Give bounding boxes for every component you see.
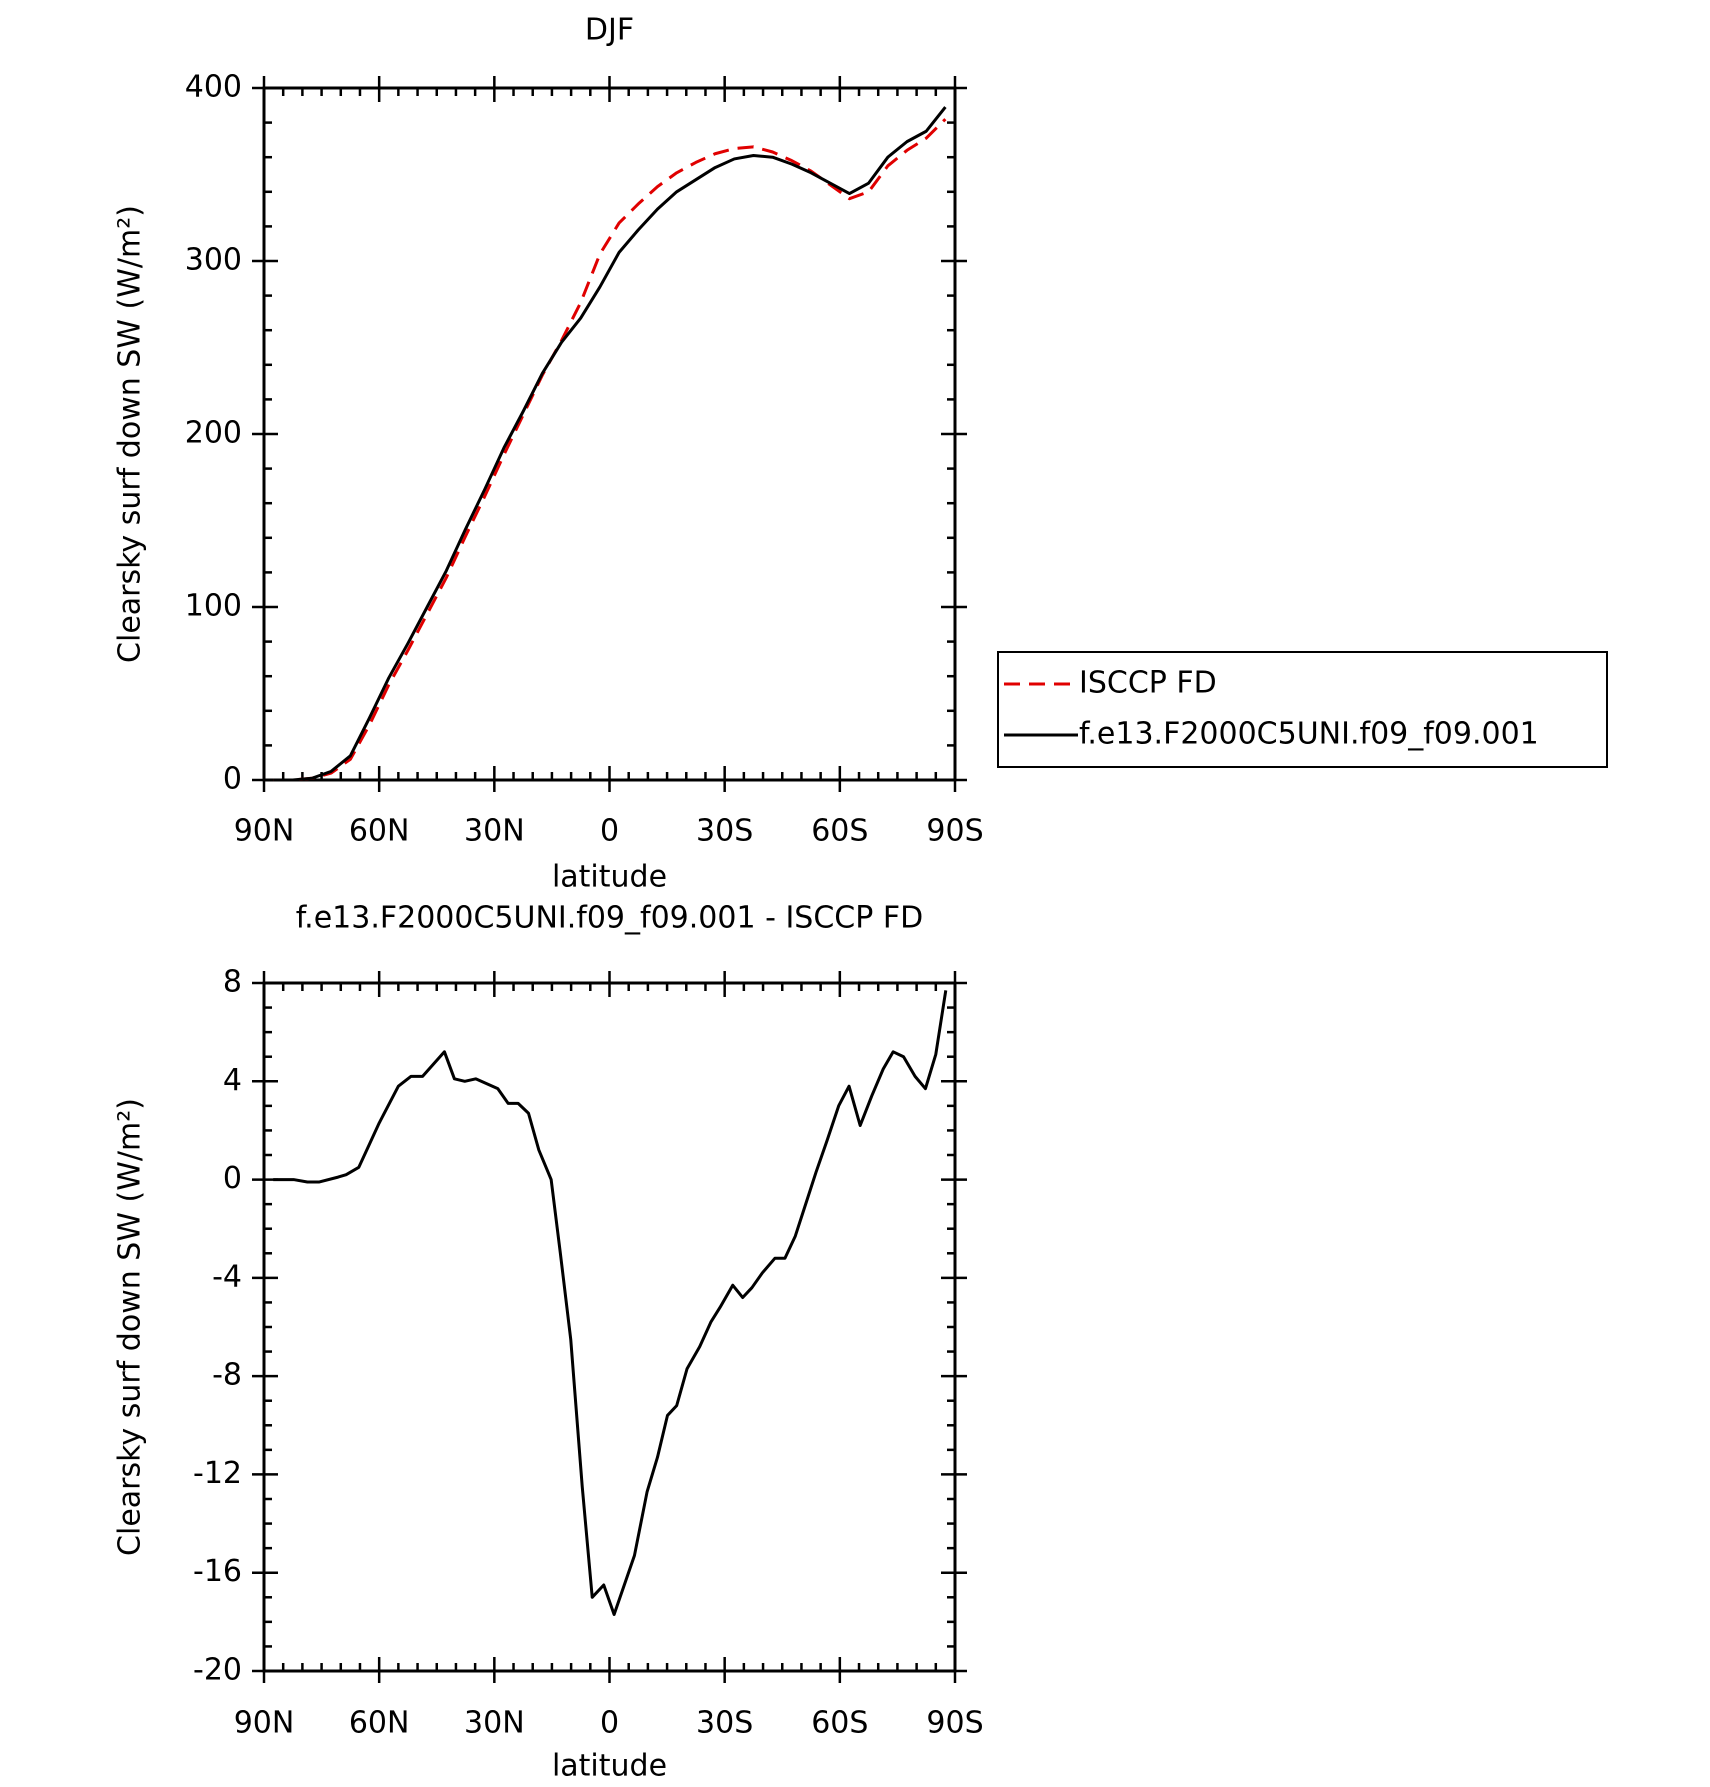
legend-label: f.e13.F2000C5UNI.f09_f09.001 [1079, 717, 1539, 752]
legend-box [997, 651, 1608, 768]
x-tick-label: 90S [926, 814, 983, 849]
x-tick-label: 0 [600, 814, 619, 849]
x-tick-label: 60S [811, 1706, 868, 1741]
x-tick-label: 30S [696, 814, 753, 849]
y-tick-label: 300 [185, 243, 242, 278]
x-axis-label: latitude [552, 1749, 667, 1784]
y-tick-label: -16 [193, 1554, 242, 1589]
series-line [273, 990, 948, 1616]
x-tick-label: 90N [234, 1706, 295, 1741]
y-tick-label: 200 [185, 416, 242, 451]
y-tick-label: 100 [185, 589, 242, 624]
x-tick-label: 90S [926, 1706, 983, 1741]
y-tick-label: -8 [212, 1358, 242, 1393]
x-tick-label: 60N [349, 814, 410, 849]
y-tick-label: 400 [185, 70, 242, 105]
x-tick-label: 60N [349, 1706, 410, 1741]
x-tick-label: 30N [464, 1706, 525, 1741]
x-tick-label: 60S [811, 814, 868, 849]
plot-frame [262, 981, 957, 1673]
y-tick-label: -12 [193, 1456, 242, 1491]
x-tick-label: 0 [600, 1706, 619, 1741]
series-line [273, 106, 947, 782]
y-tick-label: 4 [223, 1063, 242, 1098]
x-axis-label: latitude [552, 860, 667, 895]
y-tick-label: 8 [223, 965, 242, 1000]
x-tick-label: 90N [234, 814, 295, 849]
x-tick-label: 30S [696, 1706, 753, 1741]
y-tick-label: -20 [193, 1653, 242, 1688]
y-axis-label: Clearsky surf down SW (W/m²) [113, 205, 148, 663]
chart-title: f.e13.F2000C5UNI.f09_f09.001 - ISCCP FD [296, 901, 923, 936]
chart-title: DJF [585, 13, 634, 48]
y-tick-label: 0 [223, 762, 242, 797]
legend-label: ISCCP FD [1079, 666, 1217, 701]
series-line [273, 118, 947, 782]
plot-frame [262, 86, 957, 782]
x-tick-label: 30N [464, 814, 525, 849]
y-tick-label: -4 [212, 1259, 242, 1294]
y-axis-label: Clearsky surf down SW (W/m²) [113, 1098, 148, 1556]
y-tick-label: 0 [223, 1161, 242, 1196]
